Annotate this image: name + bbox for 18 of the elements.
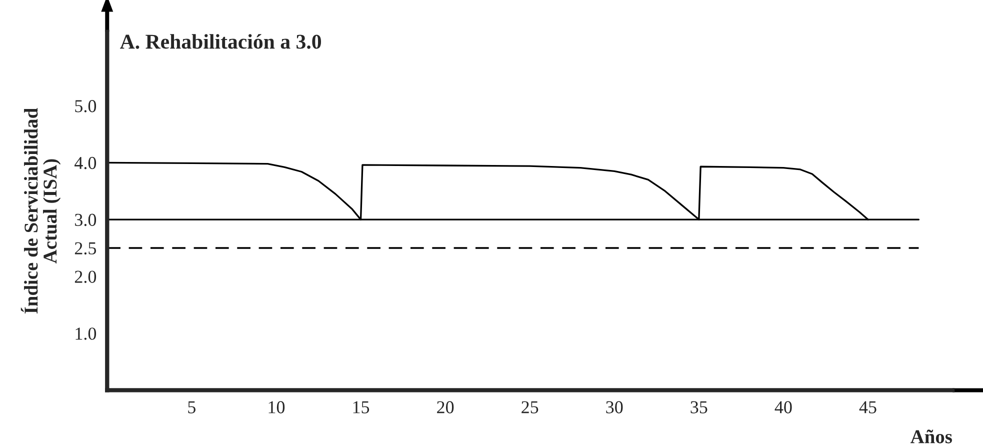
y-tick-label: 2.5: [74, 242, 96, 255]
y-tick-label: 4.0: [74, 156, 96, 170]
x-tick-label: 15: [353, 401, 370, 414]
x-tick-label: 20: [437, 401, 454, 414]
y-tick-label: 2.0: [74, 270, 96, 283]
x-tick-label: 5: [188, 401, 196, 414]
x-tick-label: 25: [522, 401, 538, 414]
x-tick-label: 10: [268, 401, 285, 414]
x-tick-label: 30: [606, 401, 623, 414]
y-tick-label: 5.0: [75, 100, 96, 112]
x-tick-label: 35: [690, 401, 708, 414]
y-tick-label: 1.0: [76, 328, 96, 340]
y-tick-label: 3.0: [75, 214, 96, 226]
y-axis-title: Índice de Serviciabilidad Actual (ISA): [20, 108, 61, 314]
x-tick-label: 45: [859, 401, 876, 414]
chart-title: A. Rehabilitación a 3.0: [120, 34, 322, 49]
x-tick-label: 40: [774, 401, 792, 414]
x-axis-title: Años: [910, 430, 952, 444]
